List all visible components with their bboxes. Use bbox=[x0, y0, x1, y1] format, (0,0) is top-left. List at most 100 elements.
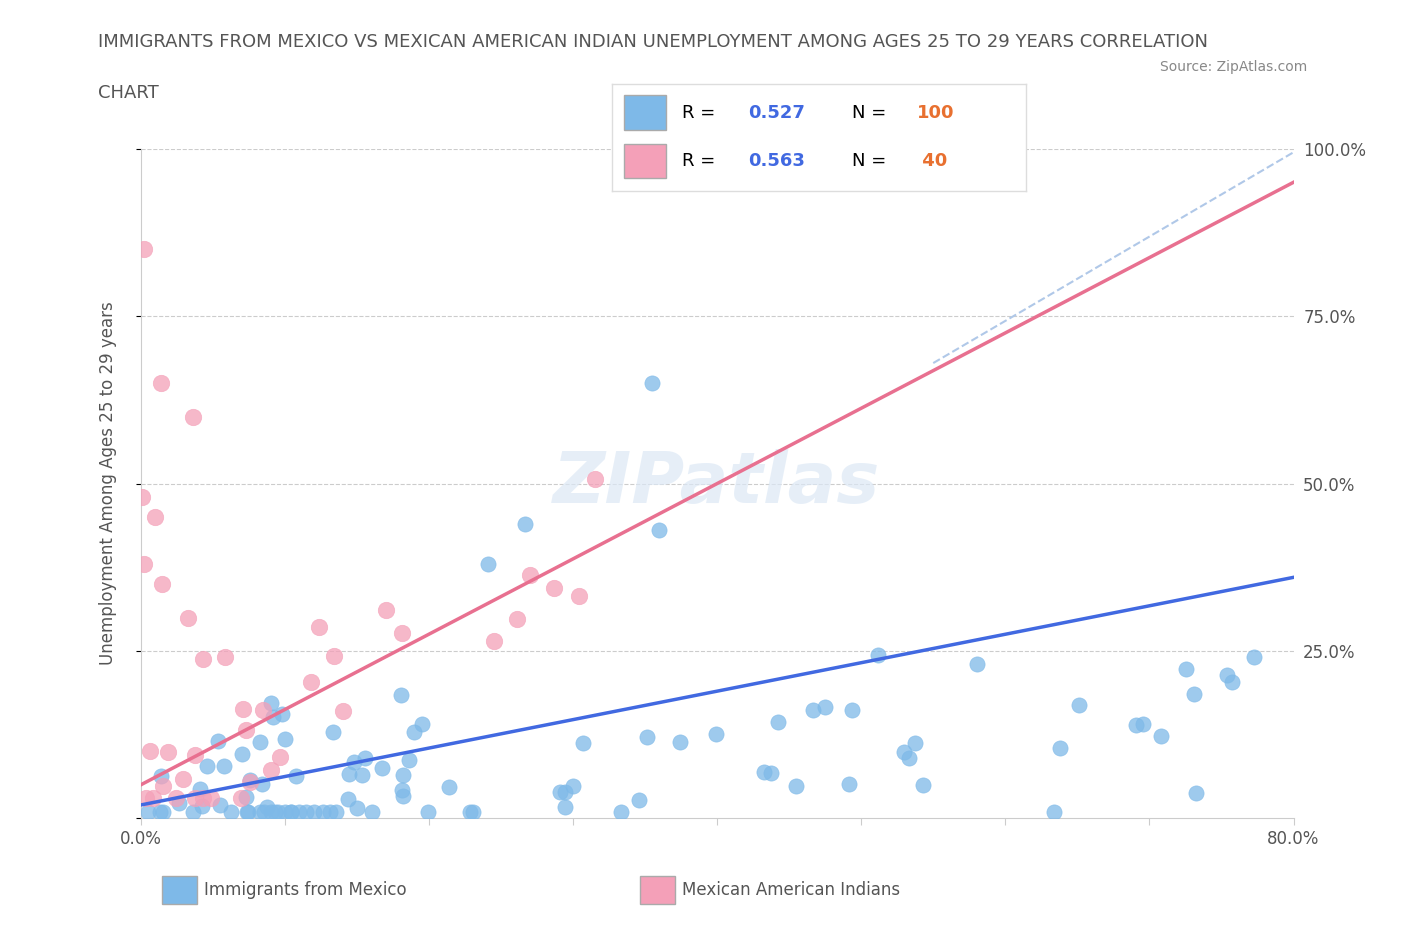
Text: 0.563: 0.563 bbox=[748, 152, 806, 169]
Point bbox=[554, 785, 576, 800]
Point bbox=[181, 409, 204, 424]
Point bbox=[212, 759, 235, 774]
Point bbox=[893, 745, 915, 760]
Point bbox=[554, 800, 576, 815]
Point bbox=[1132, 716, 1154, 731]
Point bbox=[219, 804, 242, 819]
Point bbox=[325, 804, 347, 819]
Point bbox=[142, 790, 165, 805]
Point bbox=[274, 732, 297, 747]
Point bbox=[543, 580, 565, 595]
Point bbox=[814, 699, 837, 714]
Point bbox=[252, 804, 274, 819]
Text: R =: R = bbox=[682, 152, 721, 169]
Point bbox=[761, 765, 783, 780]
Point bbox=[1182, 686, 1205, 701]
Point bbox=[172, 772, 194, 787]
Point bbox=[302, 804, 325, 819]
Point bbox=[252, 777, 274, 791]
Point bbox=[352, 768, 374, 783]
Point bbox=[236, 804, 259, 819]
Point bbox=[269, 750, 291, 764]
FancyBboxPatch shape bbox=[640, 876, 675, 904]
Point bbox=[249, 735, 271, 750]
Point bbox=[139, 744, 162, 759]
Text: CHART: CHART bbox=[98, 84, 159, 101]
Point bbox=[294, 804, 316, 819]
Point bbox=[214, 650, 236, 665]
Point bbox=[273, 804, 295, 819]
FancyBboxPatch shape bbox=[624, 96, 665, 129]
Point bbox=[152, 778, 174, 793]
Point bbox=[404, 725, 426, 740]
Point bbox=[287, 804, 309, 819]
Point bbox=[322, 648, 344, 663]
Point bbox=[184, 748, 207, 763]
Point bbox=[636, 729, 658, 744]
Point bbox=[627, 792, 650, 807]
Point bbox=[284, 769, 307, 784]
Point bbox=[1175, 662, 1198, 677]
Point bbox=[145, 510, 167, 525]
Point bbox=[131, 489, 153, 504]
Point bbox=[249, 804, 271, 819]
Point bbox=[235, 723, 257, 737]
Point bbox=[548, 785, 571, 800]
Point bbox=[177, 610, 200, 625]
Point bbox=[322, 724, 344, 739]
Point bbox=[898, 751, 921, 765]
Point bbox=[191, 651, 214, 666]
Point bbox=[343, 754, 366, 769]
Point bbox=[132, 242, 155, 257]
Text: 40: 40 bbox=[917, 152, 948, 169]
Point bbox=[752, 764, 775, 779]
Point bbox=[337, 767, 360, 782]
Point bbox=[209, 797, 232, 812]
Text: Source: ZipAtlas.com: Source: ZipAtlas.com bbox=[1160, 60, 1308, 74]
Text: 100: 100 bbox=[917, 103, 953, 122]
Point bbox=[1216, 668, 1239, 683]
Point bbox=[966, 657, 988, 671]
Point bbox=[361, 804, 384, 819]
Point bbox=[768, 714, 790, 729]
Point bbox=[477, 556, 499, 571]
Point bbox=[150, 768, 173, 783]
Point bbox=[231, 747, 253, 762]
Point bbox=[515, 516, 537, 531]
Point bbox=[239, 774, 262, 789]
Point bbox=[482, 633, 505, 648]
Point bbox=[398, 753, 420, 768]
Point bbox=[332, 703, 354, 718]
Text: N =: N = bbox=[852, 103, 893, 122]
Point bbox=[260, 763, 283, 777]
FancyBboxPatch shape bbox=[624, 143, 665, 178]
Point bbox=[136, 804, 159, 819]
Point bbox=[312, 804, 335, 819]
Point bbox=[184, 790, 207, 805]
Point bbox=[235, 790, 257, 804]
Point bbox=[200, 790, 222, 805]
Point bbox=[191, 790, 214, 805]
Point bbox=[236, 804, 259, 819]
Point bbox=[868, 647, 890, 662]
Point bbox=[149, 804, 172, 819]
Point bbox=[267, 804, 290, 819]
Point bbox=[704, 726, 727, 741]
Point bbox=[583, 472, 606, 486]
Point bbox=[346, 800, 368, 815]
Point bbox=[437, 779, 460, 794]
Point bbox=[195, 759, 218, 774]
Text: ZIPatlas: ZIPatlas bbox=[554, 449, 880, 518]
Point bbox=[299, 674, 322, 689]
Point bbox=[458, 804, 481, 819]
Point bbox=[572, 736, 595, 751]
Point bbox=[134, 556, 156, 571]
Point bbox=[167, 795, 190, 810]
Point bbox=[785, 778, 807, 793]
Point bbox=[648, 523, 671, 538]
Point bbox=[256, 799, 278, 814]
Text: Immigrants from Mexico: Immigrants from Mexico bbox=[204, 881, 406, 898]
Point bbox=[1042, 804, 1064, 819]
Point bbox=[188, 781, 211, 796]
Point bbox=[1184, 786, 1206, 801]
